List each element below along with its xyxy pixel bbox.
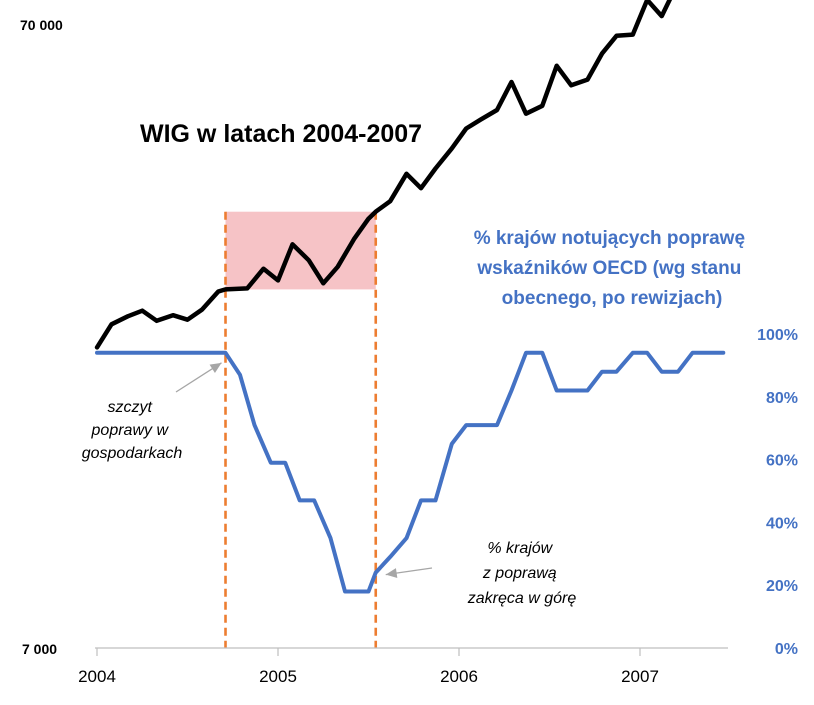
x-ticks-layer: 2004 2005 2006 2007 <box>78 648 659 686</box>
annotation-turn: % krajów z poprawą zakręca w górę <box>467 540 577 607</box>
blue-series-label-line-2: wskaźników OECD (wg stanu <box>476 258 741 279</box>
arrows-layer <box>175 362 433 579</box>
series-wig-line <box>94 0 673 350</box>
annotation-turn-line-2: z poprawą <box>482 565 557 582</box>
annotation-peak-line-2: poprawy w <box>91 422 170 439</box>
annotation-turn-line-1: % krajów <box>487 540 553 557</box>
y-right-tick-4: 20% <box>766 578 798 595</box>
y-right-tick-1: 80% <box>766 390 798 407</box>
x-tick-label-2005: 2005 <box>259 667 297 686</box>
x-tick-label-2007: 2007 <box>621 667 659 686</box>
annotation-peak-line-1: szczyt <box>108 399 153 416</box>
y-right-tick-0: 100% <box>757 327 798 344</box>
y-left-tick-bottom: 7 000 <box>22 641 57 657</box>
guides-layer <box>224 211 378 648</box>
blue-series-label: % krajów notujących poprawę wskaźników O… <box>474 228 751 309</box>
series-oecd-line <box>95 350 726 594</box>
y-right-tick-2: 60% <box>766 453 798 470</box>
annotation-peak-arrow-head <box>209 362 222 373</box>
series-layer <box>94 0 726 594</box>
chart-title: WIG w latach 2004-2007 <box>140 120 422 148</box>
y-right-ticks-layer: 100% 80% 60% 40% 20% 0% <box>757 327 798 658</box>
y-right-tick-3: 40% <box>766 515 798 532</box>
annotation-turn-arrow-head <box>385 568 398 579</box>
annotation-peak: szczyt poprawy w gospodarkach <box>82 399 183 462</box>
annotation-turn-line-3: zakręca w górę <box>467 590 577 607</box>
blue-series-label-line-3: obecnego, po rewizjach) <box>502 288 723 309</box>
y-right-tick-5: 0% <box>775 641 798 658</box>
blue-series-label-line-1: % krajów notujących poprawę <box>474 228 745 249</box>
annotation-peak-line-3: gospodarkach <box>82 445 183 462</box>
y-left-tick-top: 70 000 <box>20 17 63 33</box>
x-tick-label-2006: 2006 <box>440 667 478 686</box>
x-tick-label-2004: 2004 <box>78 667 116 686</box>
